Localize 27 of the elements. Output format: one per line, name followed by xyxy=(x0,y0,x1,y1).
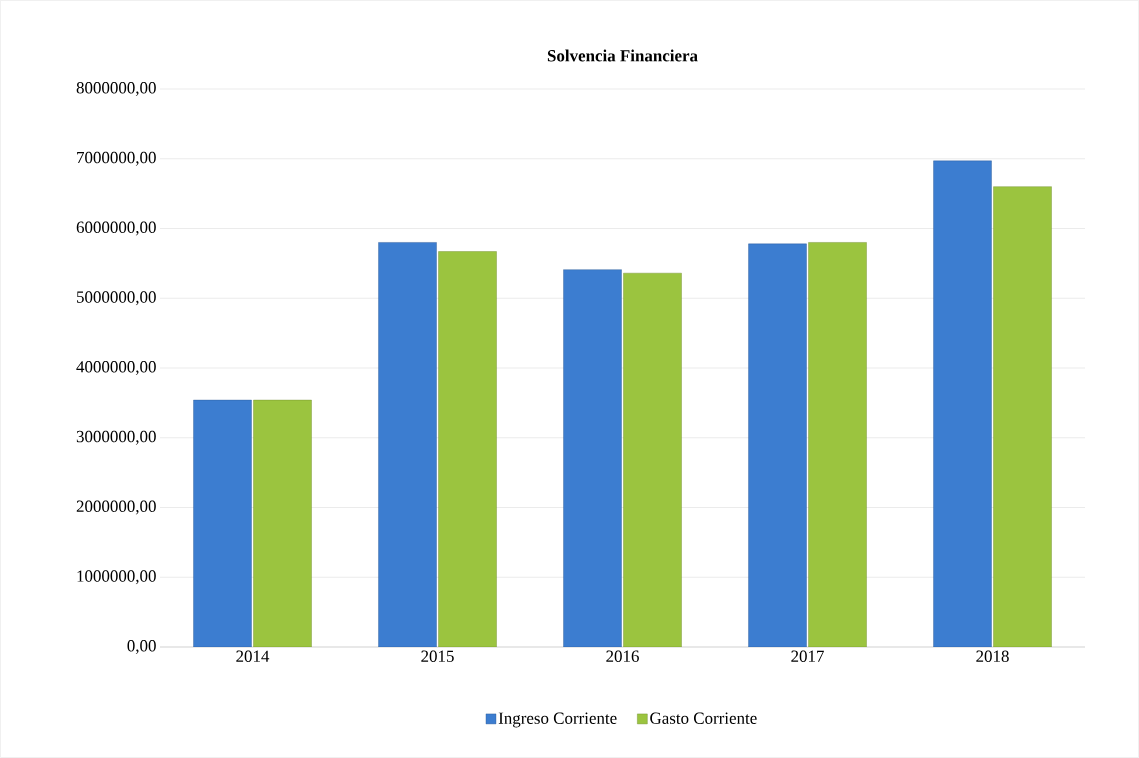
y-tick-label: 7000000,00 xyxy=(77,151,156,166)
y-tick-label: 2000000,00 xyxy=(76,500,156,515)
x-tick-label: 2016 xyxy=(606,650,639,662)
x-tick-label: 2014 xyxy=(236,650,270,662)
bar xyxy=(563,269,622,647)
bar xyxy=(933,160,992,647)
x-tick-label: 2017 xyxy=(791,650,824,662)
bar xyxy=(253,399,312,647)
y-tick-label: 6000000,00 xyxy=(76,221,156,236)
bar xyxy=(193,399,252,647)
x-tick-label: 2018 xyxy=(976,650,1009,662)
bar xyxy=(808,242,867,647)
y-tick-label: 1000000,00 xyxy=(77,570,156,585)
legend-label: Ingreso Corriente xyxy=(498,712,617,728)
bar xyxy=(378,242,437,647)
legend-label: Gasto Corriente xyxy=(650,712,757,724)
bar xyxy=(438,251,497,647)
y-tick-label: 4000000,00 xyxy=(76,361,156,375)
y-tick-label: 8000000,00 xyxy=(76,82,156,96)
bar xyxy=(993,186,1052,647)
bar xyxy=(748,243,807,647)
y-tick-label: 3000000,00 xyxy=(76,430,156,445)
bar xyxy=(623,272,682,647)
chart-title: Solvencia Financiera xyxy=(547,49,698,62)
x-tick-label: 2015 xyxy=(421,650,454,662)
y-tick-label: 0,00 xyxy=(127,640,156,654)
y-tick-label: 5000000,00 xyxy=(77,291,156,306)
